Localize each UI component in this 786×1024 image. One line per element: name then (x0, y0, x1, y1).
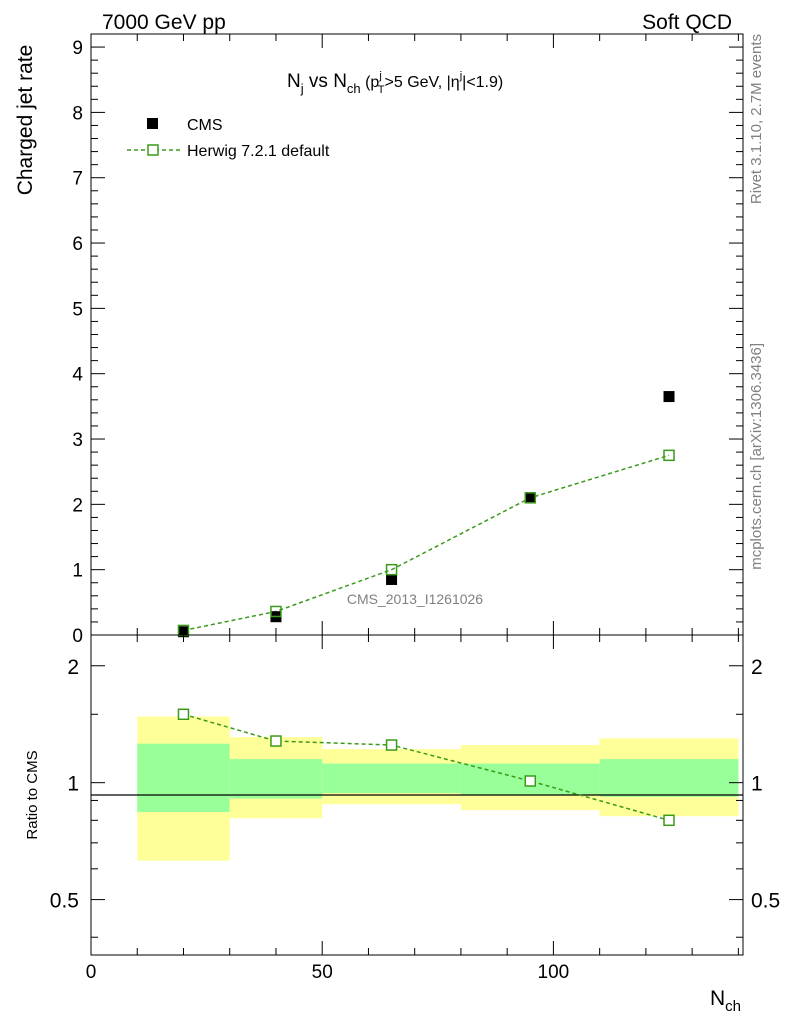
ratio-y-tick-label: 0.5 (50, 890, 79, 913)
herwig-ratio-point (524, 775, 537, 787)
ratio-series (177, 708, 675, 827)
ratio-y-tick-label-right: 0.5 (751, 890, 780, 913)
ratio-y-tick-label-right: 1 (751, 773, 763, 796)
x-tick-label: 100 (538, 962, 570, 983)
main-y-tick-label: 2 (72, 495, 83, 516)
watermark: CMS_2013_I1261026 (347, 591, 483, 607)
main-y-tick-label: 3 (72, 430, 83, 451)
legend-herwig-label: Herwig 7.2.1 default (187, 143, 330, 160)
ratio-band-inner (599, 759, 739, 797)
ratio-y-tick-label: 1 (67, 773, 79, 796)
x-tick-label: 0 (86, 962, 97, 983)
main-y-tick-label: 6 (72, 234, 83, 255)
cms-point (177, 626, 189, 638)
x-tick-labels: 0 50 100 (86, 962, 570, 983)
plot-title: Nj vs Nch (pj T>5 GeV, |ηj|<1.9) (287, 70, 503, 96)
main-panel: 0 1 2 3 4 5 6 7 8 9 CMS_2013_I1261026 (72, 33, 744, 647)
herwig-point (524, 492, 537, 504)
cms-point (524, 492, 536, 504)
herwig-point (270, 605, 282, 618)
legend-cms-marker (147, 118, 158, 129)
ratio-y-tick-label: 2 (67, 656, 79, 679)
herwig-point (663, 449, 675, 462)
herwig-ratio-point (385, 739, 398, 751)
main-y-tick-label: 0 (72, 626, 83, 647)
ratio-band-inner (229, 759, 323, 799)
main-y-tick-label: 9 (72, 38, 83, 59)
main-y-tick-label: 5 (72, 299, 83, 320)
main-y-tick-label: 7 (72, 169, 83, 190)
ratio-y-tick-label-right: 2 (751, 656, 763, 679)
header-right: Soft QCD (642, 11, 732, 34)
x-tick-label: 50 (312, 962, 333, 983)
main-y-label: Charged jet rate (14, 45, 37, 196)
herwig-point (385, 563, 398, 576)
cms-point (386, 573, 398, 585)
rivet-label: Rivet 3.1.10, 2.7M events (748, 34, 765, 204)
x-axis-label: Nch (710, 987, 741, 1015)
ratio-y-label: Ratio to CMS (24, 750, 41, 839)
ratio-bands (137, 716, 739, 861)
ratio-ticks (90, 635, 743, 955)
herwig-ratio-point (177, 708, 190, 721)
ratio-band-inner (322, 763, 461, 794)
ratio-band-inner (137, 743, 230, 813)
main-y-tick-label: 1 (72, 561, 83, 582)
main-y-tick-label: 8 (72, 103, 83, 124)
main-y-tick-label: 4 (72, 365, 83, 386)
cms-point (663, 391, 675, 403)
ratio-frame (90, 634, 744, 956)
legend-cms-label: CMS (187, 117, 223, 134)
main-series (177, 391, 675, 638)
ratio-panel: 0.5 0.5 1 1 2 2 (50, 634, 780, 956)
legend: CMS Herwig 7.2.1 default (127, 117, 330, 160)
herwig-ratio-point (663, 814, 675, 827)
legend-herwig-marker (147, 144, 159, 156)
main-y-tick-labels: 0 1 2 3 4 5 6 7 8 9 (72, 38, 83, 647)
herwig-ratio-point (270, 735, 282, 747)
ratio-y-tick-labels: 0.5 0.5 1 1 2 2 (50, 656, 780, 913)
mcplots-label: mcplots.cern.ch [arXiv:1306.3436] (748, 343, 765, 570)
header-left: 7000 GeV pp (102, 11, 226, 34)
herwig-line-main-path (183, 454, 670, 632)
